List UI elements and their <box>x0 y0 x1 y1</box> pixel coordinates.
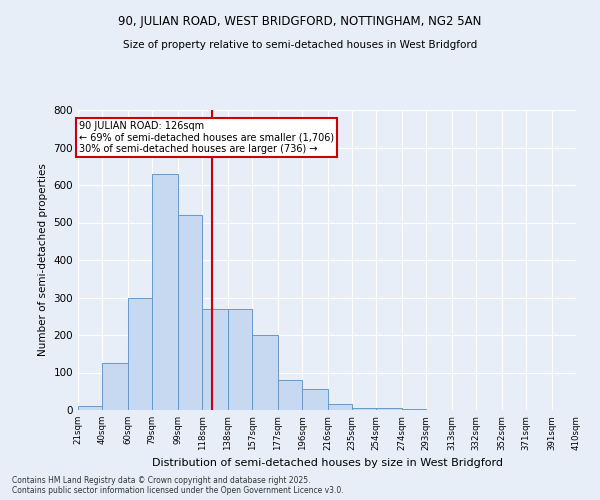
Y-axis label: Number of semi-detached properties: Number of semi-detached properties <box>38 164 48 356</box>
Bar <box>402 409 426 410</box>
Text: 90 JULIAN ROAD: 126sqm
← 69% of semi-detached houses are smaller (1,706)
30% of : 90 JULIAN ROAD: 126sqm ← 69% of semi-det… <box>79 121 334 154</box>
Bar <box>202 308 228 410</box>
Bar <box>376 408 402 410</box>
Bar <box>228 308 252 410</box>
Bar <box>103 363 128 410</box>
Text: Contains HM Land Registry data © Crown copyright and database right 2025.
Contai: Contains HM Land Registry data © Crown c… <box>12 476 344 495</box>
Bar <box>302 390 328 410</box>
Bar <box>252 335 278 410</box>
Text: Size of property relative to semi-detached houses in West Bridgford: Size of property relative to semi-detach… <box>123 40 477 50</box>
Bar <box>128 298 152 410</box>
Bar <box>278 380 302 410</box>
X-axis label: Distribution of semi-detached houses by size in West Bridgford: Distribution of semi-detached houses by … <box>151 458 503 468</box>
Text: 90, JULIAN ROAD, WEST BRIDGFORD, NOTTINGHAM, NG2 5AN: 90, JULIAN ROAD, WEST BRIDGFORD, NOTTING… <box>118 15 482 28</box>
Bar <box>78 406 103 410</box>
Bar <box>152 174 178 410</box>
Bar <box>352 408 376 410</box>
Bar <box>178 215 202 410</box>
Bar <box>328 404 352 410</box>
